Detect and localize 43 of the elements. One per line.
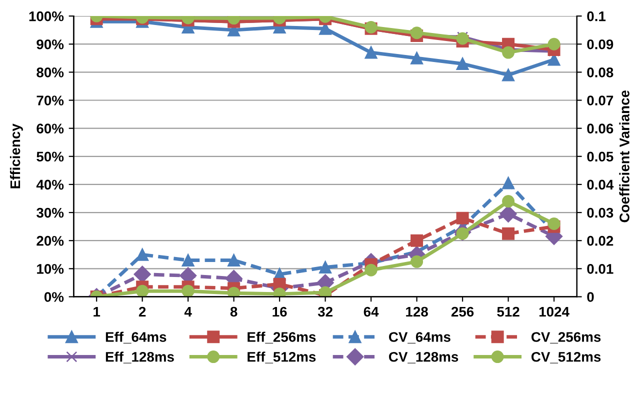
y2-tick-label: 0 [587,292,594,302]
y2-tick-label: 0.03 [587,208,614,218]
y-tick-label: 100% [29,11,64,22]
y2-tick-label: 0.05 [587,152,614,162]
y-tick-label: 20% [36,236,64,246]
y-tick-label: 10% [37,264,64,274]
x-tick-label: 64 [364,306,379,317]
x-tick-label: 4 [184,306,192,317]
legend-label: Eff_256ms [248,332,316,344]
y2-tick-label: 0.08 [587,68,614,78]
legend-label: Eff_64ms [106,332,166,344]
legend-label: CV_512ms [531,352,601,364]
x-tick-label: 128 [406,306,428,317]
y2-tick-label: 0.04 [587,180,614,190]
y-axis-title: Efficiency [10,124,23,188]
x-tick-label: 1 [94,306,100,317]
legend-label: Eff_512ms [248,352,316,364]
x-tick-label: 2 [138,306,146,317]
x-tick-label: 512 [497,306,520,317]
x-tick-label: 16 [272,306,287,317]
y-tick-label: 0% [44,292,64,302]
legend-label: Eff_128ms [106,352,174,364]
y2-tick-label: 0.1 [587,11,606,22]
x-tick-label: 32 [318,306,332,317]
y2-tick-label: 0.01 [587,264,614,274]
legend-label: CV_256ms [531,332,601,344]
y2-tick-label: 0.02 [587,236,614,246]
legend-label: CV_64ms [388,332,450,344]
y-tick-label: 90% [36,39,64,50]
y-tick-label: 70% [36,96,64,106]
y-tick-label: 80% [36,68,64,78]
y2-tick-label: 0.09 [587,39,614,50]
y-tick-label: 40% [36,180,64,190]
y-tick-label: 60% [36,124,64,134]
y2-tick-label: 0.07 [587,96,614,106]
x-tick-label: 256 [451,306,474,317]
y2-axis-title: Coefficient Variance [619,90,630,222]
y-tick-label: 30% [36,208,64,218]
y-tick-label: 50% [36,152,64,162]
y2-tick-label: 0.06 [587,124,614,134]
legend-label: CV_128ms [388,352,458,364]
x-tick-label: 1024 [539,306,570,317]
x-tick-label: 8 [230,306,238,317]
